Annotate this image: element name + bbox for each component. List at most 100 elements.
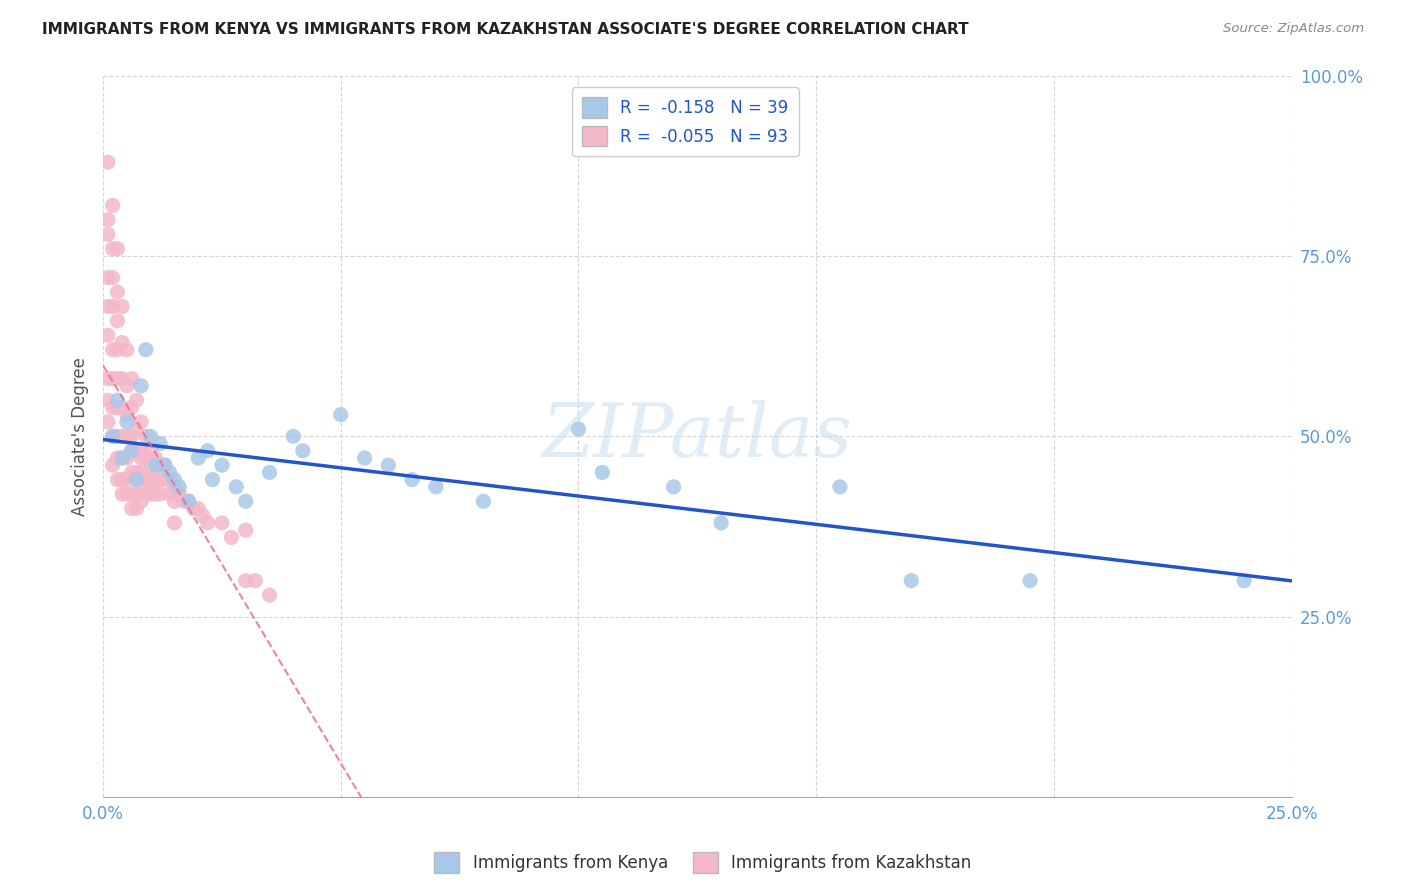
Point [105,343,128,357]
Point [135,487,157,501]
Point [105,371,128,385]
Text: ZIPatlas: ZIPatlas [541,401,853,473]
Point [828,480,851,494]
Point [177,494,200,508]
Point [139,487,162,501]
Point [125,393,148,408]
Point [235,574,257,588]
Point [105,314,128,328]
Point [163,473,186,487]
Point [97,328,120,343]
Point [101,429,124,443]
Point [97,155,120,169]
Point [101,458,124,473]
Point [121,501,143,516]
Point [135,343,157,357]
Point [125,487,148,501]
Point [710,516,733,530]
Point [105,242,128,256]
Point [472,494,495,508]
Point [97,371,120,385]
Point [101,371,124,385]
Point [197,443,219,458]
Point [139,473,162,487]
Point [105,285,128,299]
Point [149,458,172,473]
Point [129,466,152,480]
Point [97,300,120,314]
Point [211,516,233,530]
Point [167,487,190,501]
Legend: Immigrants from Kenya, Immigrants from Kazakhstan: Immigrants from Kenya, Immigrants from K… [427,846,979,880]
Point [125,501,148,516]
Point [225,480,247,494]
Point [101,401,124,415]
Point [153,473,176,487]
Legend: R =  -0.158   N = 39, R =  -0.055   N = 93: R = -0.158 N = 39, R = -0.055 N = 93 [572,87,799,156]
Point [135,473,157,487]
Point [111,300,134,314]
Point [125,422,148,436]
Point [662,480,685,494]
Point [177,494,200,508]
Point [101,343,124,357]
Point [115,343,138,357]
Text: Source: ZipAtlas.com: Source: ZipAtlas.com [1223,22,1364,36]
Point [129,480,152,494]
Point [115,429,138,443]
Point [1019,574,1042,588]
Point [105,393,128,408]
Point [97,415,120,429]
Point [283,429,305,443]
Point [135,429,157,443]
Point [567,422,589,436]
Point [121,371,143,385]
Point [235,494,257,508]
Text: IMMIGRANTS FROM KENYA VS IMMIGRANTS FROM KAZAKHSTAN ASSOCIATE'S DEGREE CORRELATI: IMMIGRANTS FROM KENYA VS IMMIGRANTS FROM… [42,22,969,37]
Point [111,401,134,415]
Point [353,450,375,465]
Point [111,429,134,443]
Point [125,466,148,480]
Point [201,473,224,487]
Point [163,516,186,530]
Point [245,574,267,588]
Point [97,393,120,408]
Point [129,415,152,429]
Point [149,473,172,487]
Point [129,494,152,508]
Point [129,450,152,465]
Point [115,415,138,429]
Point [145,487,167,501]
Point [167,480,190,494]
Point [187,501,209,516]
Point [197,516,219,530]
Point [101,429,124,443]
Point [115,450,138,465]
Point [173,494,195,508]
Point [97,270,120,285]
Point [101,300,124,314]
Point [425,480,447,494]
Point [121,429,143,443]
Point [111,450,134,465]
Point [145,458,167,473]
Point [159,466,181,480]
Point [121,487,143,501]
Point [377,458,399,473]
Point [125,473,148,487]
Point [401,473,423,487]
Point [145,450,167,465]
Point [191,508,214,523]
Point [259,466,281,480]
Point [101,242,124,256]
Point [97,227,120,242]
Point [145,473,167,487]
Point [129,443,152,458]
Point [115,379,138,393]
Point [121,466,143,480]
Point [115,473,138,487]
Point [125,443,148,458]
Point [187,450,209,465]
Point [121,443,143,458]
